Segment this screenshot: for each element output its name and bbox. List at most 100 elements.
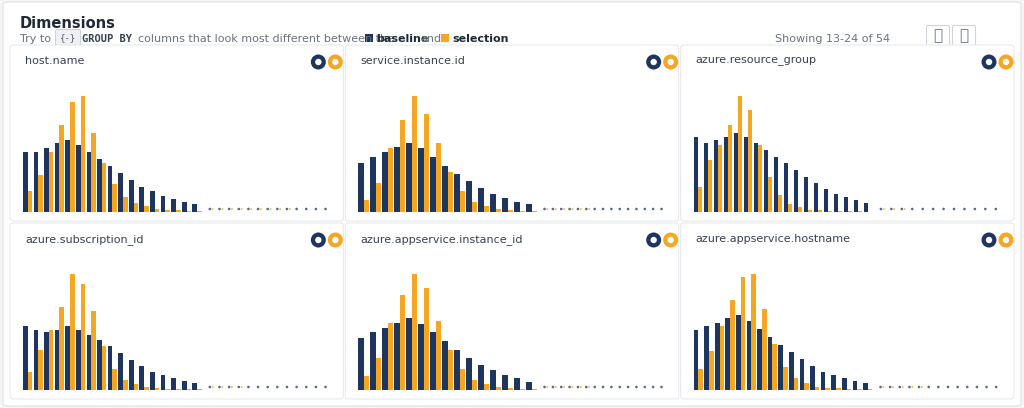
Bar [754, 143, 758, 212]
Bar [794, 171, 798, 212]
Bar [412, 275, 417, 390]
Circle shape [221, 208, 223, 210]
Bar [836, 388, 841, 390]
Bar [455, 174, 460, 212]
Circle shape [664, 55, 678, 69]
Bar [139, 366, 144, 390]
Bar [155, 388, 160, 390]
Bar [394, 323, 399, 390]
Bar [752, 275, 756, 390]
Bar [724, 137, 728, 212]
Bar [182, 381, 186, 390]
Bar [478, 365, 483, 390]
Circle shape [577, 386, 580, 388]
Circle shape [209, 386, 211, 388]
Bar [708, 160, 713, 212]
Bar [364, 376, 369, 390]
Circle shape [892, 386, 894, 388]
Circle shape [937, 386, 940, 388]
Bar [371, 157, 376, 212]
Bar [358, 164, 364, 212]
Bar [382, 152, 388, 212]
Bar [823, 189, 828, 212]
Bar [151, 372, 155, 390]
Bar [810, 366, 815, 390]
Bar [868, 211, 872, 212]
FancyBboxPatch shape [3, 2, 1021, 406]
Text: Try to: Try to [20, 34, 51, 44]
Bar [358, 338, 364, 390]
Bar [424, 288, 429, 390]
Circle shape [918, 386, 921, 388]
Circle shape [660, 386, 663, 388]
Text: azure.resource_group: azure.resource_group [695, 56, 817, 66]
Bar [749, 110, 753, 212]
Bar [28, 372, 33, 390]
Bar [698, 186, 702, 212]
Bar [34, 330, 38, 390]
Bar [863, 203, 868, 212]
Bar [399, 295, 404, 390]
Bar [778, 345, 783, 390]
Circle shape [947, 386, 949, 388]
Bar [129, 180, 133, 212]
Circle shape [911, 208, 913, 210]
Bar [844, 197, 848, 212]
Bar [834, 193, 838, 212]
Bar [133, 384, 138, 390]
Bar [746, 321, 752, 390]
Circle shape [1002, 237, 1010, 243]
Circle shape [571, 208, 573, 210]
Circle shape [577, 208, 580, 210]
Circle shape [588, 208, 590, 210]
Circle shape [984, 208, 987, 210]
Bar [412, 96, 417, 212]
Circle shape [664, 233, 678, 248]
Bar [66, 140, 70, 212]
Bar [388, 323, 393, 390]
FancyBboxPatch shape [345, 45, 679, 221]
FancyBboxPatch shape [681, 223, 1014, 399]
Bar [435, 321, 441, 390]
Circle shape [563, 208, 565, 210]
Bar [858, 211, 862, 212]
Bar [23, 326, 28, 390]
Circle shape [883, 386, 885, 388]
Circle shape [286, 208, 289, 210]
Circle shape [1002, 59, 1010, 65]
Bar [133, 203, 138, 212]
Bar [108, 166, 113, 212]
Circle shape [981, 55, 996, 69]
Bar [496, 386, 501, 390]
Circle shape [241, 386, 243, 388]
FancyBboxPatch shape [927, 25, 949, 47]
Bar [772, 344, 777, 390]
Bar [804, 383, 809, 390]
Bar [419, 149, 424, 212]
Bar [725, 318, 730, 390]
Bar [788, 204, 793, 212]
Bar [129, 360, 133, 390]
Bar [139, 186, 144, 212]
Circle shape [315, 237, 322, 243]
Circle shape [618, 208, 621, 210]
Bar [430, 332, 435, 390]
Circle shape [314, 386, 317, 388]
Bar [774, 157, 778, 212]
Bar [113, 184, 117, 212]
Text: host.name: host.name [25, 56, 84, 66]
Bar [758, 145, 763, 212]
Bar [365, 34, 373, 42]
Circle shape [212, 208, 214, 210]
Bar [34, 152, 38, 212]
Circle shape [231, 386, 233, 388]
Circle shape [921, 386, 923, 388]
Circle shape [998, 233, 1014, 248]
Circle shape [610, 208, 612, 210]
Bar [508, 210, 513, 212]
Circle shape [880, 208, 883, 210]
Text: and: and [420, 34, 441, 44]
Bar [693, 137, 698, 212]
Circle shape [942, 208, 945, 210]
Bar [466, 181, 472, 212]
